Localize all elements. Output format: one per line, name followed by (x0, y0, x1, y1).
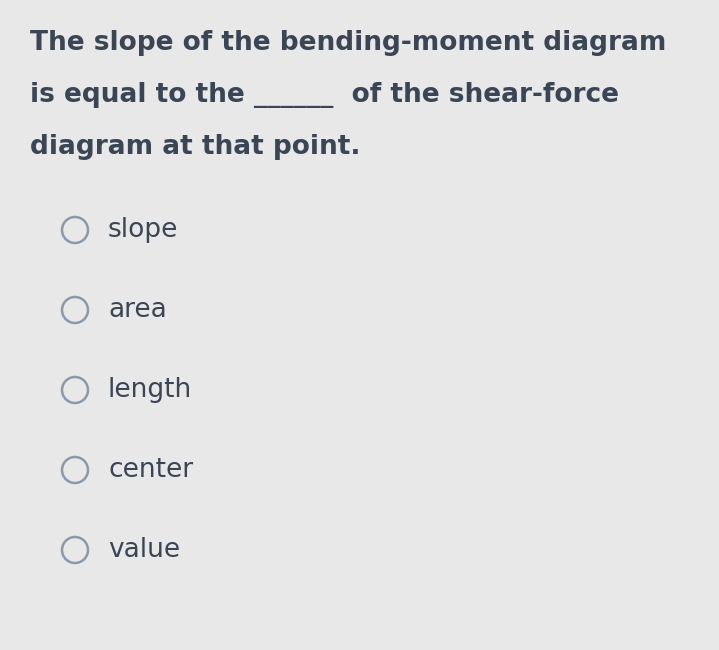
Text: value: value (108, 537, 180, 563)
Text: is equal to the ______  of the shear-force: is equal to the ______ of the shear-forc… (30, 82, 619, 108)
Text: The slope of the bending-moment diagram: The slope of the bending-moment diagram (30, 30, 667, 56)
Text: diagram at that point.: diagram at that point. (30, 134, 360, 160)
Text: center: center (108, 457, 193, 483)
Text: area: area (108, 297, 167, 323)
Text: slope: slope (108, 217, 178, 243)
Text: length: length (108, 377, 192, 403)
